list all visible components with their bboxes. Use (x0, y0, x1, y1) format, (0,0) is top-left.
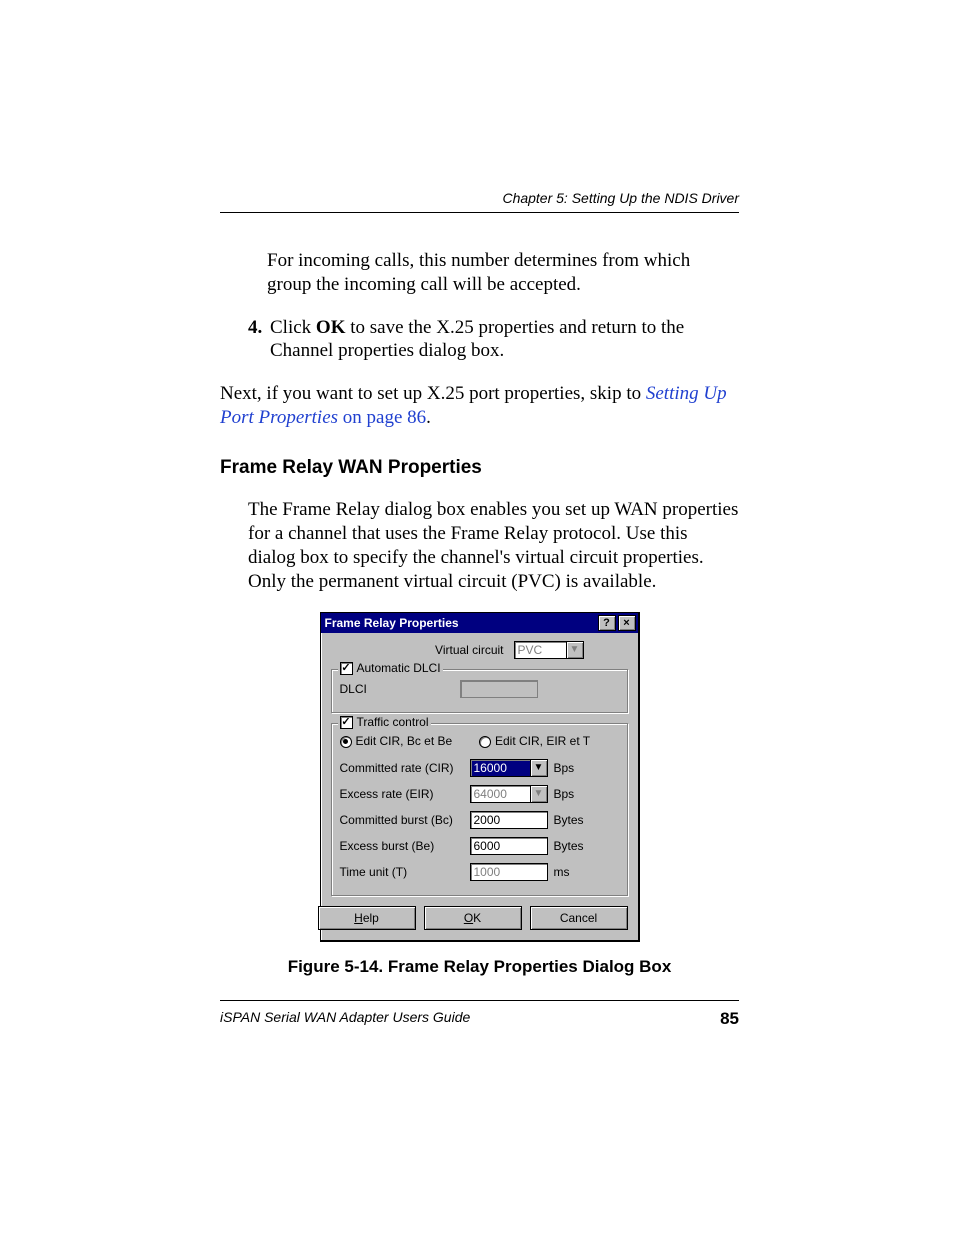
help-icon[interactable]: ? (598, 615, 616, 631)
row-t: Time unit (T) ms (340, 863, 619, 881)
radio-label-b: Edit CIR, EIR et T (495, 734, 590, 749)
cancel-button[interactable]: Cancel (530, 906, 628, 930)
footer-rule (220, 1000, 739, 1001)
figure-caption: Figure 5-14. Frame Relay Properties Dial… (220, 956, 739, 977)
section-paragraph: The Frame Relay dialog box enables you s… (248, 498, 739, 593)
input-t (470, 863, 548, 881)
row-eir: Excess rate (EIR) 64000 ▼ Bps (340, 785, 619, 803)
group-automatic-dlci: ✓ Automatic DLCI DLCI (331, 669, 628, 713)
page-footer: iSPAN Serial WAN Adapter Users Guide 85 (220, 1000, 739, 1029)
row-bc: Committed burst (Bc) Bytes (340, 811, 619, 829)
label-dlci: DLCI (340, 682, 460, 697)
chapter-header: Chapter 5: Setting Up the NDIS Driver (220, 190, 739, 206)
row-virtual-circuit: Virtual circuit PVC ▼ (331, 641, 628, 659)
legend-automatic-dlci[interactable]: ✓ Automatic DLCI (338, 661, 443, 676)
legend-traffic-control[interactable]: ✓ Traffic control (338, 715, 431, 730)
footer-guide-title: iSPAN Serial WAN Adapter Users Guide (220, 1009, 720, 1029)
help-button-rest: elp (363, 911, 379, 925)
step-4: 4. Click OK to save the X.25 properties … (248, 316, 739, 364)
unit-eir: Bps (548, 787, 592, 802)
chevron-down-icon: ▼ (531, 785, 548, 803)
body-content: For incoming calls, this number determin… (220, 249, 739, 978)
step-4-pre: Click (270, 317, 316, 338)
label-virtual-circuit: Virtual circuit (331, 643, 514, 658)
link-page-86[interactable]: on page 86 (338, 407, 426, 428)
step-4-bold: OK (316, 317, 346, 338)
unit-bc: Bytes (548, 813, 592, 828)
combo-eir-value: 64000 (470, 785, 531, 803)
radio-edit-cir-bc-be[interactable]: Edit CIR, Bc et Be (340, 734, 480, 749)
radio-label-a: Edit CIR, Bc et Be (356, 734, 453, 749)
step-4-text: Click OK to save the X.25 properties and… (270, 316, 739, 364)
label-eir: Excess rate (EIR) (340, 787, 470, 802)
group-traffic-control: ✓ Traffic control Edit CIR, Bc et Be Edi… (331, 723, 628, 896)
close-icon[interactable]: × (618, 615, 636, 631)
combo-virtual-circuit: PVC ▼ (514, 641, 584, 659)
paragraph-incoming-calls: For incoming calls, this number determin… (267, 249, 739, 297)
page-number: 85 (720, 1009, 739, 1029)
help-button[interactable]: Help (318, 906, 416, 930)
row-dlci: DLCI (340, 680, 619, 698)
combo-virtual-circuit-value: PVC (514, 641, 567, 659)
dialog-title: Frame Relay Properties (325, 616, 596, 631)
combo-cir[interactable]: 16000 ▼ (470, 759, 548, 777)
input-be[interactable] (470, 837, 548, 855)
chevron-down-icon[interactable]: ▼ (531, 759, 548, 777)
input-bc[interactable] (470, 811, 548, 829)
next-pre: Next, if you want to set up X.25 port pr… (220, 383, 646, 404)
dialog-body: Virtual circuit PVC ▼ ✓ Automatic DLCI (321, 633, 638, 940)
radio-edit-cir-eir-t[interactable]: Edit CIR, EIR et T (479, 734, 619, 749)
label-traffic-control: Traffic control (357, 715, 429, 730)
checkbox-traffic-control[interactable]: ✓ (340, 716, 353, 729)
chevron-down-icon: ▼ (567, 641, 584, 659)
ok-button[interactable]: OK (424, 906, 522, 930)
radio-icon-a[interactable] (340, 736, 352, 748)
checkbox-automatic-dlci[interactable]: ✓ (340, 662, 353, 675)
label-automatic-dlci: Automatic DLCI (357, 661, 441, 676)
dialog-figure: Frame Relay Properties ? × Virtual circu… (320, 612, 640, 942)
header-rule (220, 212, 739, 213)
unit-be: Bytes (548, 839, 592, 854)
label-bc: Committed burst (Bc) (340, 813, 470, 828)
row-be: Excess burst (Be) Bytes (340, 837, 619, 855)
unit-cir: Bps (548, 761, 592, 776)
frame-relay-dialog: Frame Relay Properties ? × Virtual circu… (320, 612, 640, 942)
dialog-titlebar[interactable]: Frame Relay Properties ? × (321, 613, 638, 633)
label-be: Excess burst (Be) (340, 839, 470, 854)
row-cir: Committed rate (CIR) 16000 ▼ Bps (340, 759, 619, 777)
radio-icon-b[interactable] (479, 736, 491, 748)
paragraph-next: Next, if you want to set up X.25 port pr… (220, 382, 739, 430)
next-period: . (426, 407, 431, 428)
step-4-number: 4. (248, 316, 270, 364)
page: Chapter 5: Setting Up the NDIS Driver Fo… (0, 0, 954, 1235)
radio-group-edit-mode: Edit CIR, Bc et Be Edit CIR, EIR et T (340, 734, 619, 749)
combo-eir: 64000 ▼ (470, 785, 548, 803)
section-heading-frame-relay: Frame Relay WAN Properties (220, 456, 739, 480)
dialog-button-row: Help OK Cancel (331, 906, 628, 930)
ok-button-rest: K (473, 911, 481, 925)
label-t: Time unit (T) (340, 865, 470, 880)
unit-t: ms (548, 865, 592, 880)
label-cir: Committed rate (CIR) (340, 761, 470, 776)
input-dlci (460, 680, 538, 698)
combo-cir-value[interactable]: 16000 (470, 759, 531, 777)
